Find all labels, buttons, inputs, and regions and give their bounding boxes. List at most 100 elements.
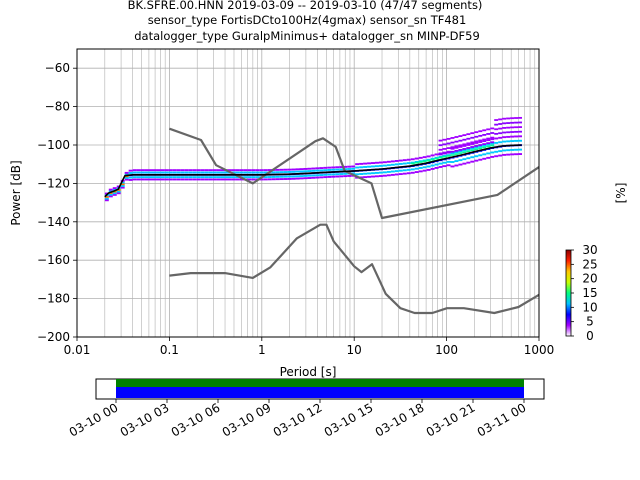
density-cell <box>275 171 280 174</box>
density-cell <box>263 171 268 174</box>
density-cell <box>486 128 491 131</box>
density-cell <box>466 150 471 153</box>
density-cell <box>406 158 411 161</box>
density-cell <box>212 171 217 174</box>
density-cell <box>430 154 435 157</box>
density-cell <box>339 173 344 175</box>
density-cell <box>247 178 252 181</box>
coverage-bar-upper <box>116 379 524 387</box>
density-cell <box>224 176 228 179</box>
density-cell <box>418 170 423 173</box>
density-cell <box>502 122 507 125</box>
mode-curve <box>104 144 522 198</box>
density-cell <box>343 172 348 175</box>
density-cell <box>430 157 435 160</box>
density-cell <box>335 166 340 169</box>
noise-model-curves <box>104 127 540 315</box>
density-cell <box>486 152 491 155</box>
density-cell <box>470 142 475 145</box>
x-tick-label: 10 <box>347 343 362 357</box>
density-cell <box>243 171 248 174</box>
colorbar-tick-label: 10 <box>582 300 597 314</box>
coverage-tick-label: 03-10 21 <box>424 400 478 439</box>
density-cell <box>470 146 475 148</box>
density-cell <box>355 163 360 166</box>
density-cell <box>446 151 451 154</box>
density-cell <box>152 169 157 172</box>
density-cell <box>478 134 483 137</box>
density-cell <box>263 169 268 172</box>
density-cell <box>514 121 519 124</box>
density-cell <box>482 138 487 141</box>
density-cell <box>490 127 495 130</box>
density-cell <box>462 138 467 141</box>
density-cell <box>112 193 117 196</box>
colorbar-tick-label: 0 <box>586 329 594 343</box>
density-cell <box>307 174 312 177</box>
density-cell <box>311 174 316 177</box>
density-cell <box>510 148 515 151</box>
density-cell <box>263 176 268 179</box>
density-cell <box>371 165 375 168</box>
density-cell <box>510 131 515 133</box>
density-cell <box>351 172 356 175</box>
x-tick-label: 100 <box>435 343 458 357</box>
density-cell <box>192 169 197 172</box>
density-cell <box>414 167 419 170</box>
density-cell <box>132 169 137 172</box>
density-cell <box>291 175 296 178</box>
density-cell <box>462 151 467 154</box>
density-cell <box>378 164 383 167</box>
density-cell <box>307 170 312 173</box>
density-cell <box>231 169 236 172</box>
density-cell <box>410 162 415 165</box>
density-cell <box>331 173 336 176</box>
density-cell <box>474 135 479 138</box>
density-cell <box>498 154 503 157</box>
density-cell <box>506 135 511 138</box>
density-cell <box>386 174 391 177</box>
density-cell <box>386 170 391 173</box>
ppsd-plot: 0.01 0.1 1 10 100 1000 −200 −180 −160 −140 −120 −1… <box>9 48 554 379</box>
density-cell <box>474 140 479 143</box>
density-cell <box>132 171 137 174</box>
density-cell <box>196 169 201 172</box>
density-cell <box>462 162 467 165</box>
colorbar-gradient <box>565 249 572 337</box>
density-cell <box>136 171 141 174</box>
density-cell <box>204 171 209 174</box>
density-cell <box>502 140 507 143</box>
density-cell <box>224 178 228 181</box>
density-cell <box>382 171 387 174</box>
density-cell <box>208 178 213 181</box>
density-cell <box>160 178 165 181</box>
density-cell <box>402 159 407 162</box>
plot-frame <box>76 48 540 338</box>
density-cell <box>410 171 415 174</box>
density-cell <box>287 168 292 171</box>
density-cell <box>402 172 407 175</box>
density-cell <box>406 172 411 175</box>
density-cell <box>454 145 459 148</box>
density-cell <box>327 166 332 169</box>
density-cell <box>434 166 439 169</box>
density-cell <box>271 178 276 181</box>
density-cell <box>347 165 352 168</box>
density-cell <box>474 146 479 149</box>
density-cell <box>378 175 383 177</box>
density-cell <box>482 146 487 149</box>
density-cell <box>176 171 181 174</box>
density-cell <box>371 172 375 175</box>
coverage-tick-label: 03-10 12 <box>271 400 325 439</box>
density-cell <box>478 139 483 142</box>
density-cell <box>394 173 399 176</box>
density-cell <box>180 171 185 174</box>
density-cell <box>486 142 491 145</box>
density-cell <box>227 178 232 181</box>
colorbar-label: [%] <box>614 183 628 204</box>
density-cell <box>438 162 443 165</box>
y-tick-label: −180 <box>37 292 70 306</box>
density-cell <box>164 171 169 174</box>
density-cell <box>144 171 149 174</box>
density-cell <box>494 119 499 121</box>
